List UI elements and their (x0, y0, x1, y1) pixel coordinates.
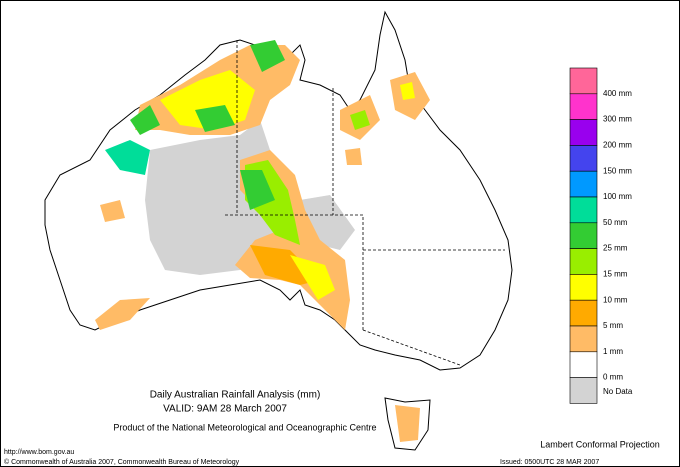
legend-label: 15 mm (603, 270, 628, 279)
legend-swatch (569, 93, 598, 120)
legend-swatch (569, 145, 598, 172)
legend-swatch (569, 299, 598, 327)
rain-area (400, 82, 415, 100)
legend-label: No Data (603, 387, 633, 396)
legend-swatch (569, 351, 598, 378)
rain-area (395, 405, 420, 442)
rain-area (240, 170, 275, 210)
issued: Issued: 0500UTC 28 MAR 2007 (500, 459, 599, 466)
legend-label: 5 mm (603, 321, 623, 330)
rain-area (105, 140, 150, 175)
legend-label: 1 mm (603, 347, 623, 356)
legend-swatch (569, 325, 598, 353)
australia-map (44, 10, 513, 451)
legend-swatch (569, 222, 598, 249)
rain-area (250, 40, 285, 72)
projection: Lambert Conformal Projection (540, 439, 660, 449)
rain-area (195, 105, 235, 132)
legend-label: 0 mm (603, 373, 623, 382)
legend-label: 50 mm (603, 218, 628, 227)
legend: 400 mm 300 mm 200 mm 150 mm 100 mm 50 mm 25 mm… (569, 67, 633, 404)
legend-label: 100 mm (603, 192, 632, 201)
rain-area (345, 148, 362, 165)
url: http://www.bom.gov.au (4, 449, 74, 456)
legend-swatch (569, 274, 598, 301)
map-title: Daily Australian Rainfall Analysis (mm) (150, 390, 321, 401)
rain-area (100, 200, 125, 222)
legend-swatch (569, 170, 598, 198)
state-borders (225, 40, 505, 366)
rain-area (160, 70, 255, 130)
rain-area (350, 110, 370, 130)
legend-swatch (569, 196, 598, 224)
legend-label: 300 mm (603, 115, 632, 124)
valid-time: VALID: 9AM 28 March 2007 (163, 404, 287, 415)
legend-label: 150 mm (603, 166, 632, 175)
rain-area (130, 105, 160, 135)
legend-swatch (569, 377, 598, 404)
rain-area (95, 298, 150, 330)
legend-label: 200 mm (603, 141, 632, 150)
rain-area (290, 255, 335, 300)
product-note: Product of the National Meteorological a… (113, 422, 376, 432)
legend-swatch (569, 119, 598, 146)
legend-label: 25 mm (603, 244, 628, 253)
legend-label: 400 mm (603, 89, 632, 98)
legend-swatch (569, 248, 598, 275)
legend-label: 10 mm (603, 295, 628, 304)
legend-swatch (569, 67, 598, 95)
copyright: © Commonwealth of Australia 2007, Common… (4, 458, 240, 466)
